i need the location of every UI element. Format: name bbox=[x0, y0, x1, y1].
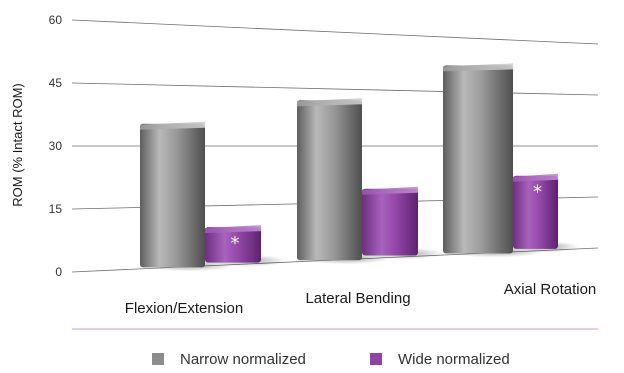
legend-label: Wide normalized bbox=[398, 351, 510, 368]
y-axis-ticks: 0 15 30 45 60 bbox=[49, 13, 63, 279]
y-tick-label: 60 bbox=[49, 13, 63, 27]
y-tick-label: 45 bbox=[49, 76, 63, 90]
legend-swatch bbox=[152, 353, 164, 365]
category-labels: Flexion/Extension Lateral Bending Axial Ro… bbox=[125, 281, 596, 317]
bar-wide bbox=[205, 227, 261, 263]
bar-top bbox=[140, 121, 205, 130]
significance-marker: * bbox=[231, 233, 240, 254]
y-tick-label: 30 bbox=[49, 139, 63, 153]
y-tick-label: 0 bbox=[55, 265, 62, 279]
legend-swatch bbox=[370, 353, 382, 365]
bar-narrow bbox=[140, 123, 205, 268]
bar-top bbox=[443, 63, 513, 72]
bar-narrow bbox=[297, 100, 362, 261]
gridline bbox=[71, 82, 599, 96]
bar-top bbox=[205, 225, 261, 234]
significance-marker: * bbox=[533, 182, 542, 203]
bar-narrow bbox=[443, 65, 513, 254]
bar-top bbox=[362, 186, 418, 195]
bar-wide bbox=[513, 175, 558, 249]
category-label: Lateral Bending bbox=[305, 290, 410, 307]
category-label: Flexion/Extension bbox=[125, 300, 243, 317]
bars: ** bbox=[140, 63, 558, 268]
legend: Narrow normalized Wide normalized bbox=[152, 351, 510, 368]
legend-label: Narrow normalized bbox=[180, 351, 306, 368]
gridline bbox=[71, 19, 599, 45]
y-axis-title: ROM (% Intact ROM) bbox=[10, 83, 25, 207]
bar-top bbox=[513, 173, 558, 182]
bar-top bbox=[297, 98, 362, 107]
y-tick-label: 15 bbox=[49, 202, 63, 216]
bar-wide bbox=[362, 188, 418, 256]
category-label: Axial Rotation bbox=[504, 281, 597, 298]
